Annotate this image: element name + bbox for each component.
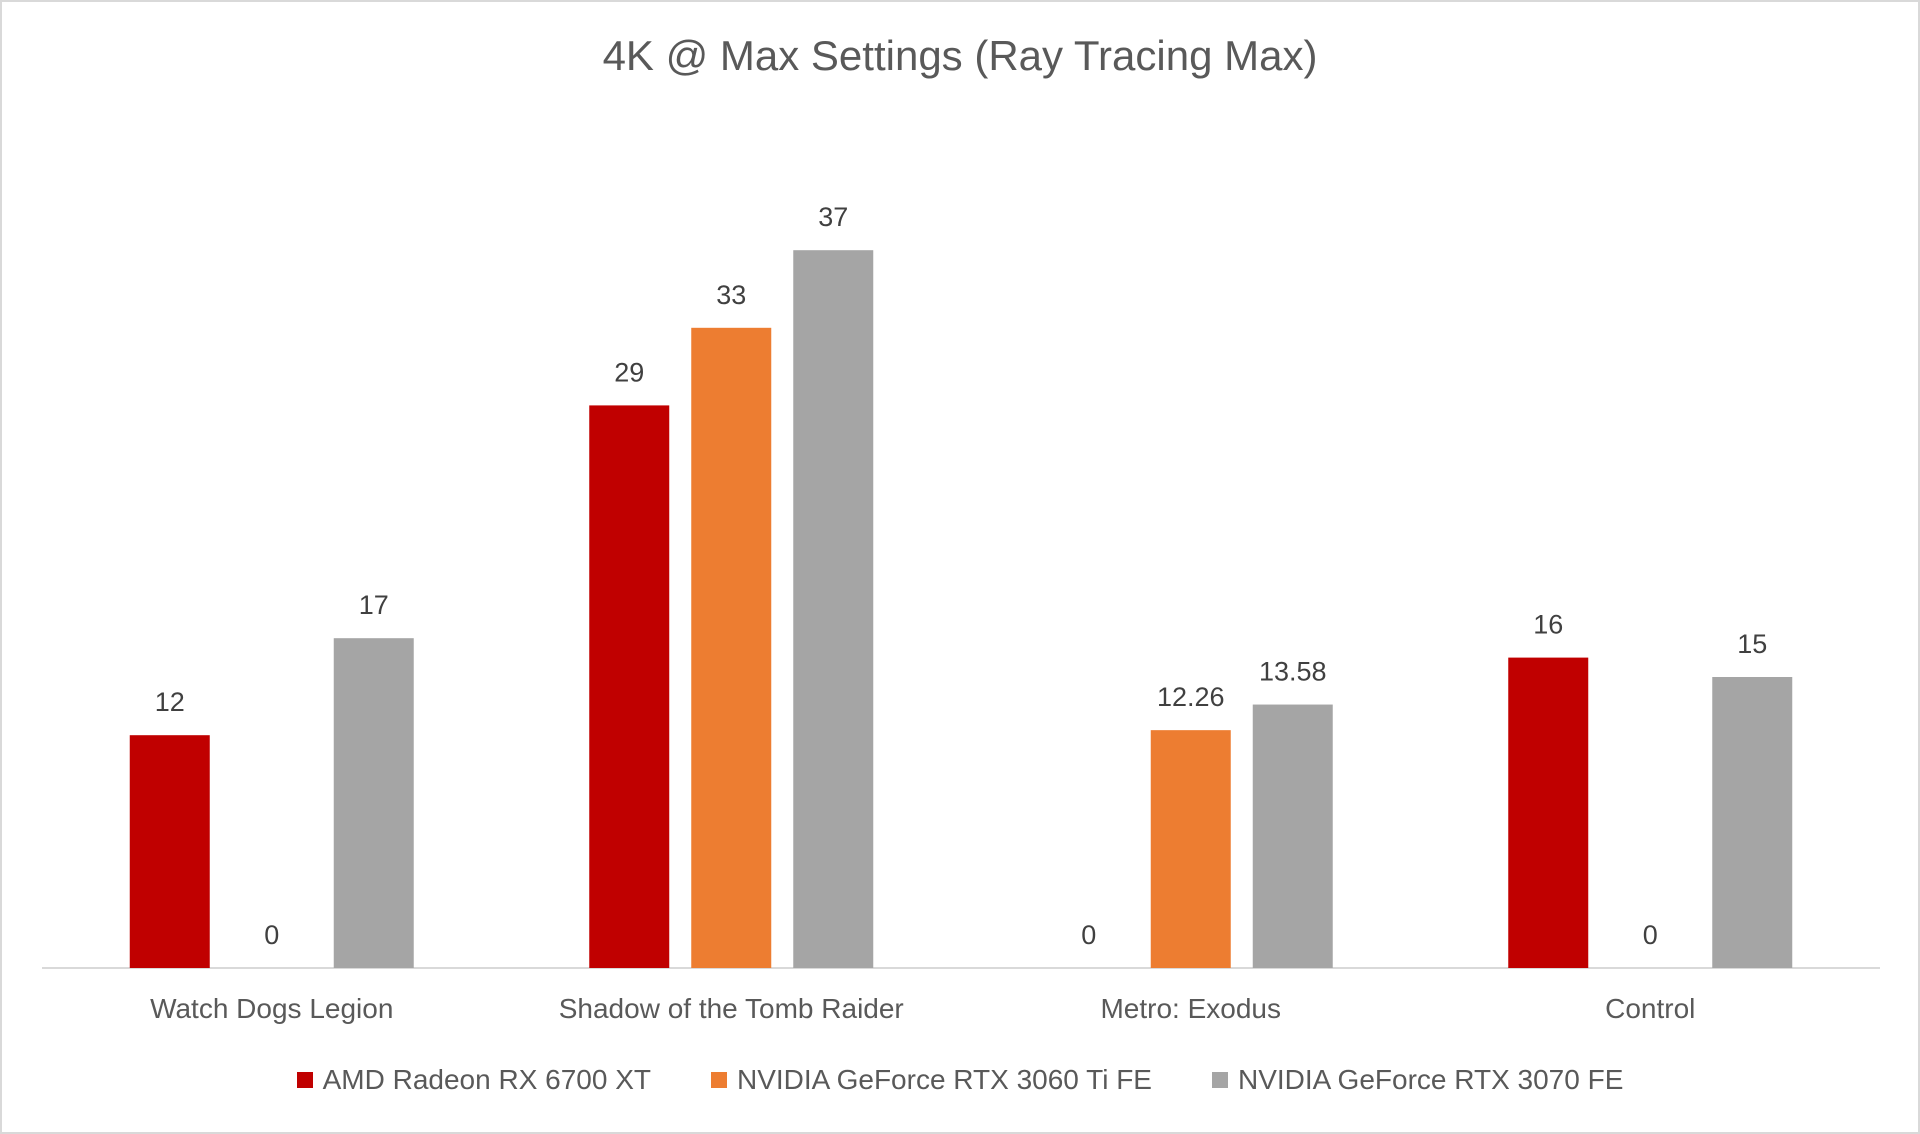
data-label-3-0: 16 (1533, 610, 1563, 640)
data-label-2-0: 0 (1081, 920, 1096, 950)
legend-swatch-amd-6700xt (296, 1072, 313, 1088)
legend-label-rtx-3060ti: NVIDIA GeForce RTX 3060 Ti FE (737, 1064, 1152, 1095)
legend-swatch-rtx-3070 (1211, 1072, 1228, 1088)
bar-3-0 (1508, 657, 1589, 968)
data-label-0-2: 17 (359, 590, 389, 620)
bar-2-1 (1150, 730, 1231, 968)
legend-item-rtx-3070: NVIDIA GeForce RTX 3070 FE (1211, 1064, 1624, 1096)
chart-title: 4K @ Max Settings (Ray Tracing Max) (602, 32, 1318, 79)
legend-label-rtx-3070: NVIDIA GeForce RTX 3070 FE (1237, 1064, 1624, 1095)
chart-legend: AMD Radeon RX 6700 XT NVIDIA GeForce RTX… (0, 1060, 1920, 1100)
bar-1-1 (691, 327, 772, 968)
x-tick-label-3: Control (1605, 993, 1695, 1024)
data-label-3-2: 15 (1737, 629, 1767, 659)
bar-1-2 (793, 250, 874, 968)
data-label-2-1: 12.26 (1157, 682, 1225, 712)
data-label-1-2: 37 (818, 202, 848, 232)
bar-1-0 (589, 405, 670, 968)
data-label-0-1: 0 (264, 920, 279, 950)
legend-item-amd-6700xt: AMD Radeon RX 6700 XT (296, 1064, 651, 1096)
legend-item-rtx-3060ti: NVIDIA GeForce RTX 3060 Ti FE (711, 1064, 1152, 1096)
bar-0-0 (129, 735, 210, 968)
x-tick-label-1: Shadow of the Tomb Raider (559, 993, 904, 1024)
bar-2-2 (1252, 704, 1333, 968)
legend-swatch-rtx-3060ti (711, 1072, 727, 1088)
bar-3-2 (1712, 677, 1793, 968)
x-tick-label-2: Metro: Exodus (1100, 993, 1281, 1024)
data-label-1-1: 33 (716, 280, 746, 310)
x-tick-label-0: Watch Dogs Legion (150, 993, 393, 1024)
data-label-0-0: 12 (155, 687, 185, 717)
data-label-3-1: 0 (1643, 920, 1658, 950)
data-label-1-0: 29 (614, 357, 644, 387)
data-label-2-2: 13.58 (1259, 657, 1327, 687)
bar-0-2 (333, 638, 414, 968)
legend-label-amd-6700xt: AMD Radeon RX 6700 XT (322, 1064, 651, 1095)
